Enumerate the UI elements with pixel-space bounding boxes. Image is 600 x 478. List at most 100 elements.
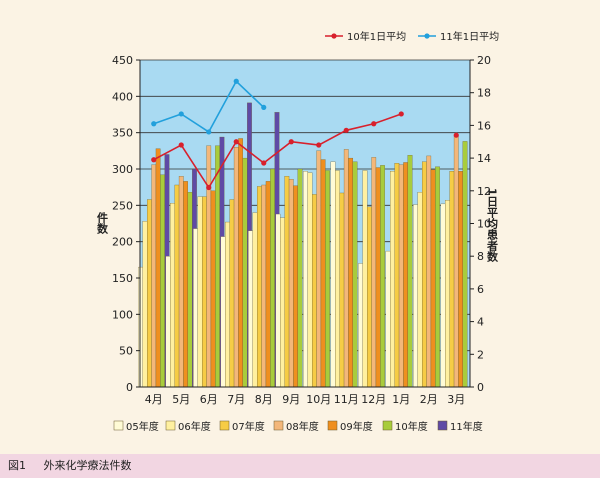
- bar: [160, 174, 165, 388]
- y-right-tick-label: 20: [477, 54, 491, 67]
- axes: 0 50 100 150 200 250 300 350 400 450 0 2 4 6 8 10 12 14 16…: [112, 54, 491, 406]
- y-left-tick-label: 300: [112, 163, 133, 176]
- bar: [421, 161, 427, 388]
- series-point: [261, 104, 267, 111]
- bar: [233, 147, 239, 388]
- legend-bar-swatch: [113, 420, 124, 431]
- bar: [220, 236, 226, 388]
- bar: [385, 250, 391, 388]
- y-left-tick-label: 150: [112, 272, 133, 285]
- bar: [303, 171, 308, 388]
- bar: [248, 230, 253, 388]
- legend-bar-label: 08年度: [286, 420, 319, 433]
- x-tick-label: 10月: [306, 393, 331, 406]
- figure-title: 外来化学療法件数: [43, 459, 132, 472]
- y-right-axis-label: 1日平均患者数: [486, 188, 500, 262]
- bar-legend: 05年度 06年度 07年度 08年度 09年度 10年度 11年度: [113, 420, 483, 433]
- y-right-tick-label: 0: [477, 381, 484, 394]
- y-right-tick-label: 8: [477, 250, 484, 263]
- bar: [398, 164, 404, 388]
- bar: [394, 163, 400, 388]
- bar: [280, 217, 285, 388]
- bar: [293, 185, 299, 388]
- bar: [343, 149, 349, 388]
- series-point: [261, 160, 267, 166]
- bar: [339, 192, 345, 388]
- series-point: [233, 139, 239, 145]
- series-point: [398, 111, 404, 117]
- bar: [390, 171, 395, 388]
- bar: [330, 161, 336, 388]
- x-tick-label: 8月: [255, 393, 273, 406]
- bar: [413, 204, 418, 388]
- y-right-tick-label: 10: [477, 218, 491, 231]
- legend-line-marker: [424, 33, 430, 39]
- bar: [435, 166, 440, 388]
- bar: [316, 150, 322, 388]
- y-right-tick-label: 6: [477, 283, 484, 296]
- y-right-tick-label: 14: [477, 152, 491, 165]
- y-left-tick-label: 0: [126, 381, 133, 394]
- bar: [297, 168, 303, 388]
- y-left-tick-label: 100: [112, 308, 133, 321]
- legend-line-marker: [331, 33, 337, 39]
- y-right-tick-label: 12: [477, 185, 491, 198]
- bar: [380, 165, 385, 388]
- bar: [229, 199, 235, 388]
- legend-bar-label: 07年度: [232, 420, 265, 433]
- bar: [197, 196, 203, 388]
- chart: 0 50 100 150 200 250 300 350 400 450 0 2 4 6 8 10 12 14 16…: [96, 30, 500, 433]
- x-tick-label: 11月: [334, 393, 359, 406]
- bar: [256, 186, 262, 388]
- bar: [462, 141, 468, 388]
- x-tick-label: 5月: [172, 393, 190, 406]
- series-point: [233, 78, 239, 84]
- bar: [407, 155, 413, 388]
- legend-bar-label: 06年度: [178, 420, 211, 433]
- bar: [335, 170, 340, 388]
- bar: [375, 167, 381, 388]
- legend-line-label: 11年1日平均: [440, 30, 499, 43]
- x-tick-label: 4月: [145, 393, 163, 406]
- bar: [138, 266, 143, 388]
- bar: [146, 199, 152, 388]
- bar: [187, 192, 193, 388]
- legend-bar-label: 10年度: [395, 420, 428, 433]
- lines: [151, 78, 459, 190]
- x-tick-label: 6月: [200, 393, 218, 406]
- bar: [352, 161, 358, 388]
- series-point: [151, 121, 157, 127]
- y-left-axis-label: 件数: [96, 211, 109, 235]
- series-point: [206, 129, 212, 135]
- series-point: [343, 127, 349, 133]
- x-tick-label: 1月: [392, 393, 410, 406]
- series-point: [371, 121, 377, 127]
- bar: [449, 171, 455, 388]
- bar: [193, 228, 198, 388]
- bar: [403, 162, 409, 388]
- bar: [155, 148, 161, 388]
- y-left-tick-label: 250: [112, 199, 133, 212]
- y-left-tick-label: 400: [112, 90, 133, 103]
- series-point: [151, 157, 157, 163]
- bar: [358, 263, 363, 388]
- bar: [265, 181, 271, 388]
- bar: [170, 202, 175, 388]
- bar: [206, 145, 212, 388]
- bar: [178, 176, 184, 388]
- bars: [138, 102, 468, 388]
- bar: [238, 138, 243, 388]
- line-legend: 10年1日平均 11年1日平均: [325, 30, 499, 43]
- y-left-tick-label: 350: [112, 127, 133, 140]
- bar: [252, 212, 258, 388]
- y-left-tick-label: 50: [119, 345, 133, 358]
- bar: [311, 194, 317, 388]
- bar: [275, 213, 281, 388]
- bar: [325, 170, 330, 388]
- series-point: [178, 111, 184, 117]
- bar: [142, 221, 148, 388]
- bar: [242, 157, 248, 388]
- legend-bar-swatch: [327, 420, 338, 431]
- legend-line-label: 10年1日平均: [347, 30, 406, 43]
- bar: [183, 181, 188, 388]
